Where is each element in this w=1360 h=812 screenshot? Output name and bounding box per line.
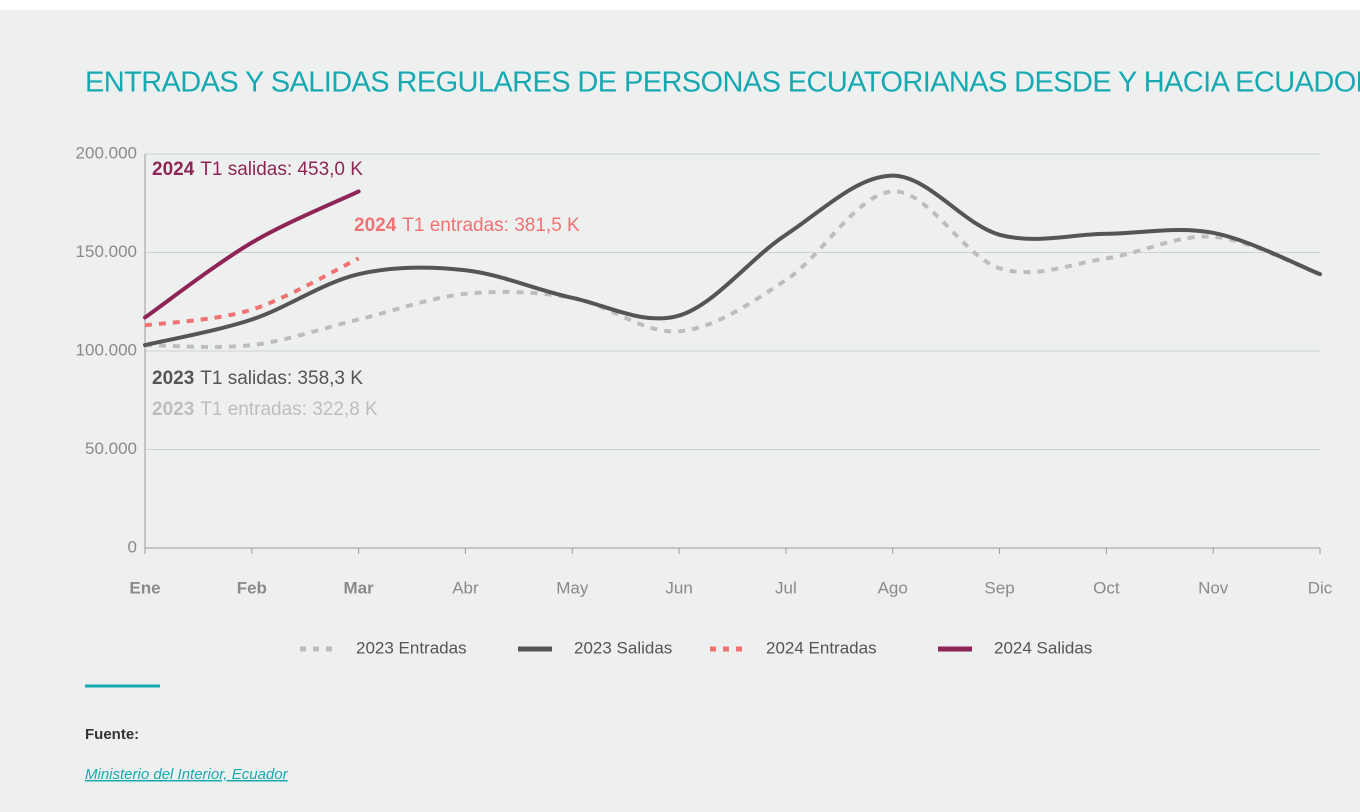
x-tick-label: Nov xyxy=(1198,578,1229,597)
x-tick-label: Jun xyxy=(665,578,692,597)
annotation-year: 2023 xyxy=(152,399,194,420)
legend-label: 2023 Salidas xyxy=(574,638,672,657)
annotation-year: 2024 xyxy=(354,215,397,236)
y-tick-label: 100.000 xyxy=(76,340,137,359)
series-line xyxy=(143,189,361,320)
series-line xyxy=(144,189,1321,349)
annotation: 2024 T1 salidas: 453,0 K xyxy=(152,159,363,180)
x-tick-label: Feb xyxy=(237,578,267,597)
x-tick-label: May xyxy=(556,578,589,597)
x-tick-label: Oct xyxy=(1093,578,1120,597)
x-tick-label: Ago xyxy=(878,578,908,597)
legend-label: 2024 Entradas xyxy=(766,638,877,657)
series-line xyxy=(144,256,360,328)
legend-label: 2024 Salidas xyxy=(994,638,1092,657)
annotation-text: T1 salidas: 453,0 K xyxy=(200,159,363,180)
annotation-year: 2024 xyxy=(152,159,195,180)
annotation-year: 2023 xyxy=(152,368,194,389)
y-tick-label: 50.000 xyxy=(85,439,137,458)
annotation-text: T1 salidas: 358,3 K xyxy=(200,368,363,389)
x-tick-label: Mar xyxy=(344,578,375,597)
series-line xyxy=(143,173,1322,348)
card xyxy=(0,10,1360,812)
annotation: 2024 T1 entradas: 381,5 K xyxy=(354,215,580,236)
x-tick-label: Dic xyxy=(1308,578,1333,597)
chart-title: ENTRADAS Y SALIDAS REGULARES DE PERSONAS… xyxy=(85,67,1360,99)
x-tick-label: Jul xyxy=(775,578,797,597)
x-tick-label: Ene xyxy=(129,578,160,597)
annotation: 2023 T1 salidas: 358,3 K xyxy=(152,368,363,389)
annotation-text: T1 entradas: 322,8 K xyxy=(200,399,378,420)
annotation-text: T1 entradas: 381,5 K xyxy=(402,215,580,236)
legend-label: 2023 Entradas xyxy=(356,638,467,657)
annotation: 2023 T1 entradas: 322,8 K xyxy=(152,399,378,420)
y-tick-label: 150.000 xyxy=(76,242,137,261)
y-tick-label: 200.000 xyxy=(76,143,137,162)
x-tick-label: Sep xyxy=(984,578,1014,597)
source-label: Fuente: xyxy=(85,726,139,743)
source-link[interactable]: Ministerio del Interior, Ecuador xyxy=(85,766,289,783)
x-tick-label: Abr xyxy=(452,578,479,597)
y-tick-label: 0 xyxy=(128,537,137,556)
